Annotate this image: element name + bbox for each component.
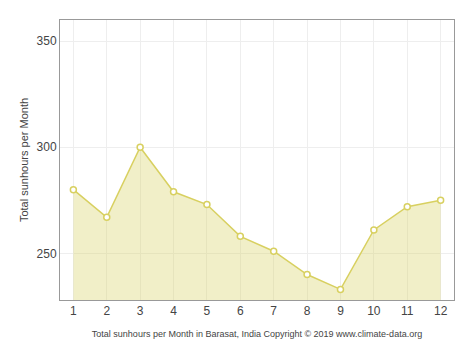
svg-text:1: 1 — [70, 304, 77, 318]
svg-text:Total sunhours per Month in Ba: Total sunhours per Month in Barasat, Ind… — [92, 329, 422, 339]
svg-text:5: 5 — [204, 304, 211, 318]
svg-text:6: 6 — [237, 304, 244, 318]
svg-text:2: 2 — [103, 304, 110, 318]
svg-text:11: 11 — [401, 304, 414, 318]
svg-text:10: 10 — [367, 304, 381, 318]
svg-text:7: 7 — [270, 304, 277, 318]
svg-text:300: 300 — [37, 140, 57, 154]
svg-text:12: 12 — [434, 304, 448, 318]
svg-text:250: 250 — [37, 247, 57, 261]
svg-text:3: 3 — [137, 304, 144, 318]
svg-text:9: 9 — [337, 304, 344, 318]
svg-text:8: 8 — [304, 304, 311, 318]
svg-text:4: 4 — [170, 304, 177, 318]
svg-text:Total sunhours per Month: Total sunhours per Month — [18, 98, 30, 222]
svg-text:350: 350 — [37, 34, 57, 48]
